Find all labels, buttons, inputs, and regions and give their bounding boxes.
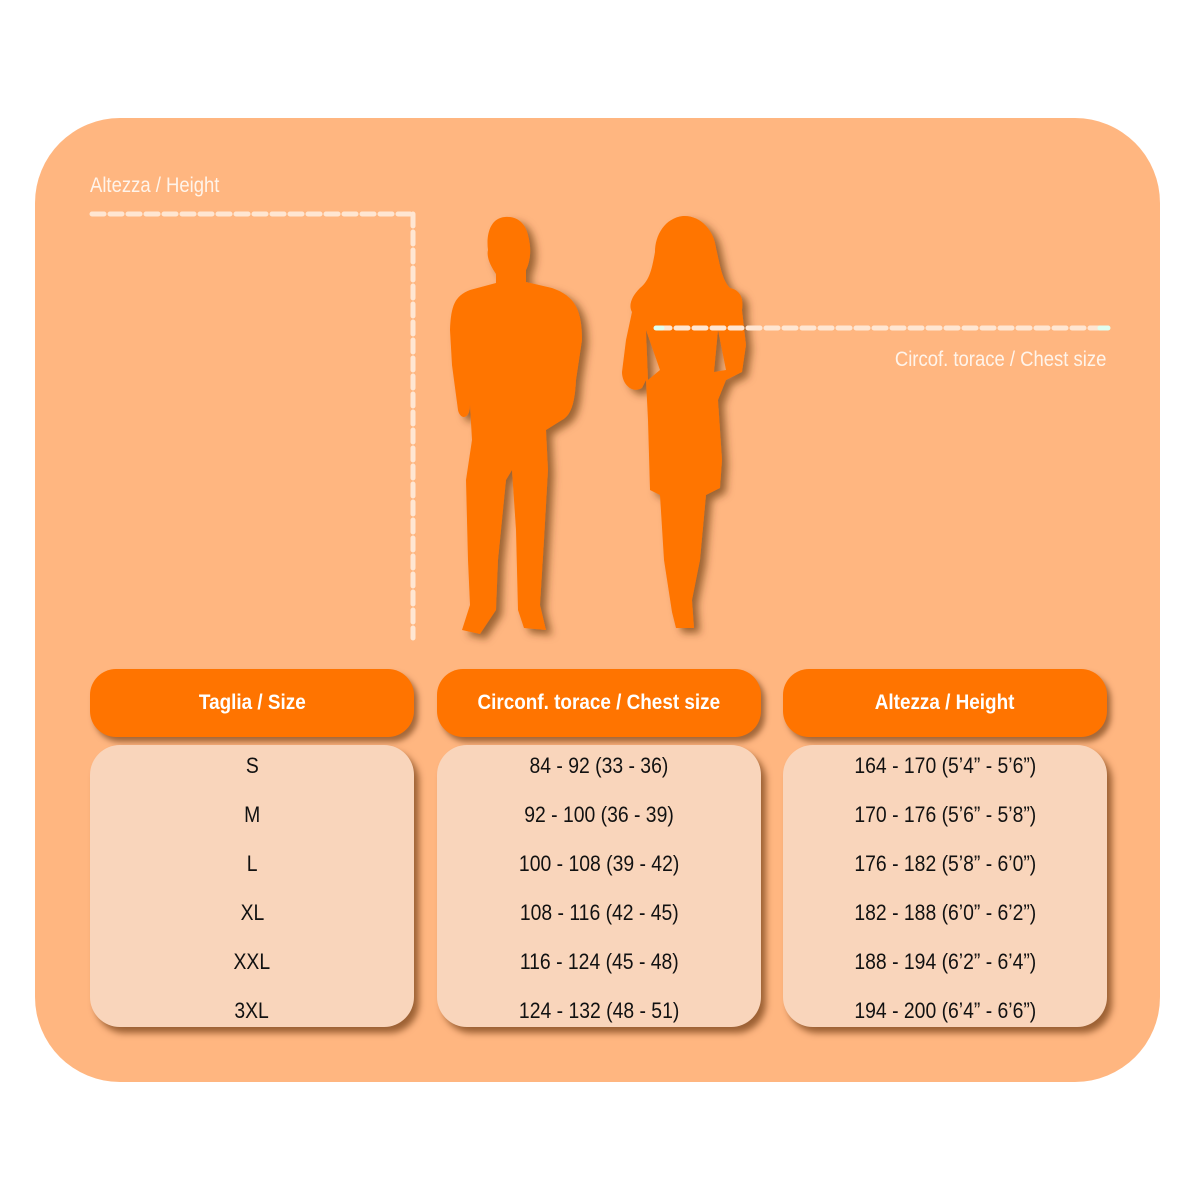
man-silhouette-icon bbox=[450, 216, 582, 634]
header-size-label: Taglia / Size bbox=[198, 691, 306, 714]
cell-text: 188 - 194 (6’2” - 6’4”) bbox=[854, 949, 1036, 974]
table-cell-height: 188 - 194 (6’2” - 6’4”) bbox=[783, 947, 1107, 977]
table-cell-chest: 100 - 108 (39 - 42) bbox=[437, 849, 761, 879]
chest-column: 84 - 92 (33 - 36) 92 - 100 (36 - 39) 100 -… bbox=[437, 745, 761, 1027]
table-cell-chest: 124 - 132 (48 - 51) bbox=[437, 996, 761, 1026]
cell-text: 92 - 100 (36 - 39) bbox=[524, 802, 674, 827]
cell-text: M bbox=[243, 802, 261, 827]
height-guide-label: Altezza / Height bbox=[90, 174, 220, 197]
header-height: Altezza / Height bbox=[783, 669, 1107, 737]
table-cell-height: 176 - 182 (5’8” - 6’0”) bbox=[783, 849, 1107, 879]
table-cell-height: 164 - 170 (5’4” - 5’6”) bbox=[783, 751, 1107, 781]
table-cell-height: 194 - 200 (6’4” - 6’6”) bbox=[783, 996, 1107, 1026]
table-cell-height: 182 - 188 (6’0” - 6’2”) bbox=[783, 898, 1107, 928]
cell-text: XL bbox=[240, 900, 264, 925]
cell-text: 164 - 170 (5’4” - 5’6”) bbox=[854, 753, 1036, 778]
cell-text: 116 - 124 (45 - 48) bbox=[519, 949, 679, 974]
height-guide-line bbox=[89, 211, 416, 641]
cell-text: 182 - 188 (6’0” - 6’2”) bbox=[854, 900, 1036, 925]
cell-text: S bbox=[245, 753, 259, 778]
table-cell-chest: 92 - 100 (36 - 39) bbox=[437, 800, 761, 830]
height-column: 164 - 170 (5’4” - 5’6”) 170 - 176 (5’6” -… bbox=[783, 745, 1107, 1027]
cell-text: 194 - 200 (6’4” - 6’6”) bbox=[854, 998, 1036, 1023]
table-cell-sizes: XXL bbox=[90, 947, 414, 977]
header-chest: Circonf. torace / Chest size bbox=[437, 669, 761, 737]
header-chest-label: Circonf. torace / Chest size bbox=[477, 691, 721, 714]
cell-text: XXL bbox=[233, 949, 271, 974]
table-cell-sizes: 3XL bbox=[90, 996, 414, 1026]
cell-text: 3XL bbox=[234, 998, 270, 1023]
cell-text: 84 - 92 (33 - 36) bbox=[529, 753, 669, 778]
table-cell-height: 170 - 176 (5’6” - 5’8”) bbox=[783, 800, 1107, 830]
cell-text: 100 - 108 (39 - 42) bbox=[518, 851, 680, 876]
header-size: Taglia / Size bbox=[90, 669, 414, 737]
cell-text: 124 - 132 (48 - 51) bbox=[518, 998, 680, 1023]
cell-text: 170 - 176 (5’6” - 5’8”) bbox=[854, 802, 1036, 827]
cell-text: L bbox=[246, 851, 258, 876]
cell-text: 108 - 116 (42 - 45) bbox=[519, 900, 679, 925]
header-height-label: Altezza / Height bbox=[875, 691, 1015, 714]
table-cell-sizes: S bbox=[90, 751, 414, 781]
table-cell-sizes: XL bbox=[90, 898, 414, 928]
cell-text: 176 - 182 (5’8” - 6’0”) bbox=[854, 851, 1036, 876]
table-cell-chest: 116 - 124 (45 - 48) bbox=[437, 947, 761, 977]
chest-guide-label: Circof. torace / Chest size bbox=[894, 348, 1106, 371]
woman-silhouette-icon bbox=[622, 215, 746, 628]
table-cell-chest: 84 - 92 (33 - 36) bbox=[437, 751, 761, 781]
size-column: S M L XL XXL 3XL bbox=[90, 745, 414, 1027]
table-cell-sizes: M bbox=[90, 800, 414, 830]
table-cell-chest: 108 - 116 (42 - 45) bbox=[437, 898, 761, 928]
table-cell-sizes: L bbox=[90, 849, 414, 879]
